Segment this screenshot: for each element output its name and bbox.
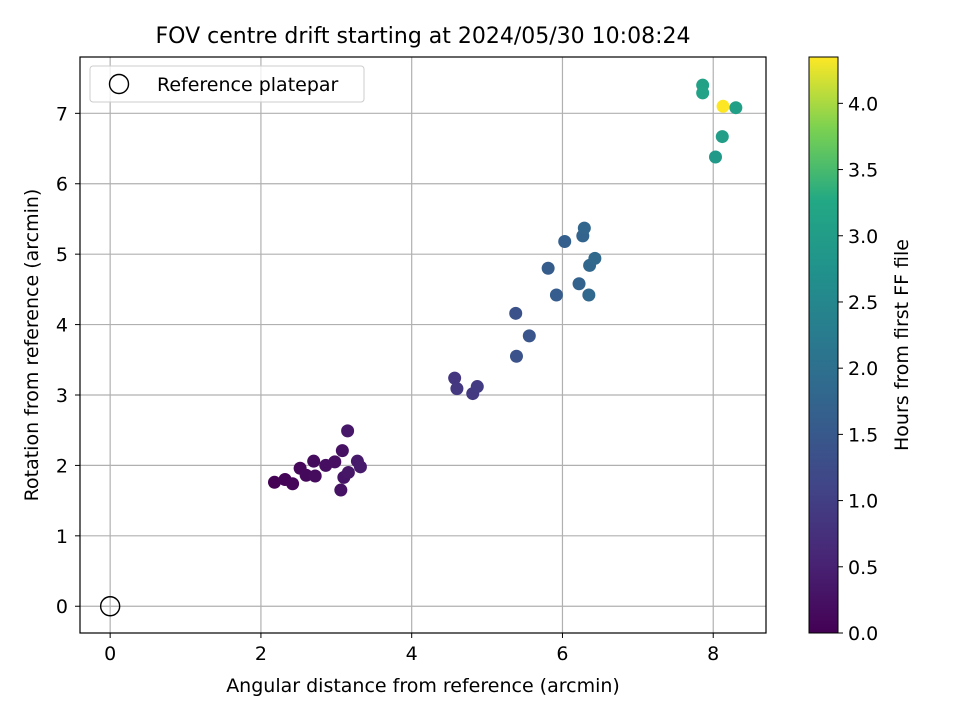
grid-lines	[80, 57, 766, 633]
chart-title: FOV centre drift starting at 2024/05/30 …	[156, 24, 691, 49]
data-point	[729, 101, 743, 115]
data-point	[558, 234, 572, 248]
axis-ticks: 0 2 4 6 8 0 1 2 3 4 5 6 7	[56, 103, 719, 665]
data-point	[267, 475, 281, 489]
data-point	[341, 424, 355, 438]
y-tick-label: 2	[56, 455, 68, 477]
data-point	[341, 465, 355, 479]
data-point	[509, 306, 523, 320]
colorbar-tick-label: 0.5	[848, 557, 878, 579]
data-point	[509, 349, 523, 363]
data-point	[582, 288, 596, 302]
data-point	[715, 130, 729, 144]
colorbar-label: Hours from first FF file	[891, 239, 913, 451]
legend-marker-reference	[108, 73, 130, 95]
y-tick-label: 0	[56, 596, 68, 618]
data-point	[708, 150, 722, 164]
data-point	[572, 277, 586, 291]
x-tick-label: 0	[104, 643, 116, 665]
colorbar-ticks: 0.0 0.5 1.0 1.5 2.0 2.5 3.0 3.5 4.0	[838, 93, 878, 645]
y-tick-label: 1	[56, 526, 68, 548]
legend-entry-reference: Reference platepar	[157, 74, 339, 96]
data-point	[577, 221, 591, 235]
colorbar-tick-label: 2.5	[848, 292, 878, 314]
legend: Reference platepar	[89, 65, 365, 103]
y-tick-label: 5	[56, 244, 68, 266]
data-point	[353, 460, 367, 474]
colorbar-gradient	[808, 56, 839, 634]
colorbar-tick-label: 2.0	[848, 358, 878, 380]
colorbar: 0.0 0.5 1.0 1.5 2.0 2.5 3.0 3.5 4.0 Hours from f…	[808, 56, 913, 645]
colorbar-tick-label: 3.5	[848, 160, 878, 182]
data-point	[334, 483, 348, 497]
data-points	[99, 78, 743, 617]
x-tick-label: 4	[406, 643, 418, 665]
y-tick-label: 3	[56, 385, 68, 407]
colorbar-tick-label: 1.5	[848, 424, 878, 446]
y-tick-label: 4	[56, 315, 68, 337]
x-tick-label: 6	[556, 643, 568, 665]
y-axis-label: Rotation from reference (arcmin)	[21, 189, 43, 502]
data-point	[450, 382, 464, 396]
x-tick-label: 2	[255, 643, 267, 665]
data-point	[522, 329, 536, 343]
data-point	[541, 261, 555, 275]
data-point	[448, 371, 462, 385]
y-tick-label: 7	[56, 103, 68, 125]
reference-platepar-point	[99, 596, 121, 617]
y-tick-label: 6	[56, 174, 68, 196]
data-point	[335, 444, 349, 458]
x-axis-label: Angular distance from reference (arcmin)	[226, 675, 620, 697]
data-point	[286, 477, 300, 491]
legend-box	[89, 65, 365, 103]
colorbar-tick-label: 3.0	[848, 226, 878, 248]
data-point	[696, 86, 710, 100]
data-point	[588, 251, 602, 265]
data-point	[470, 380, 484, 394]
data-point	[328, 455, 342, 469]
data-point	[307, 454, 321, 468]
x-tick-label: 8	[707, 643, 719, 665]
colorbar-tick-label: 1.0	[848, 491, 878, 513]
data-point	[716, 99, 730, 113]
plot-frame	[79, 56, 767, 634]
colorbar-tick-label: 4.0	[848, 93, 878, 115]
data-point	[308, 469, 322, 483]
colorbar-tick-label: 0.0	[848, 623, 878, 645]
data-point	[549, 288, 563, 302]
